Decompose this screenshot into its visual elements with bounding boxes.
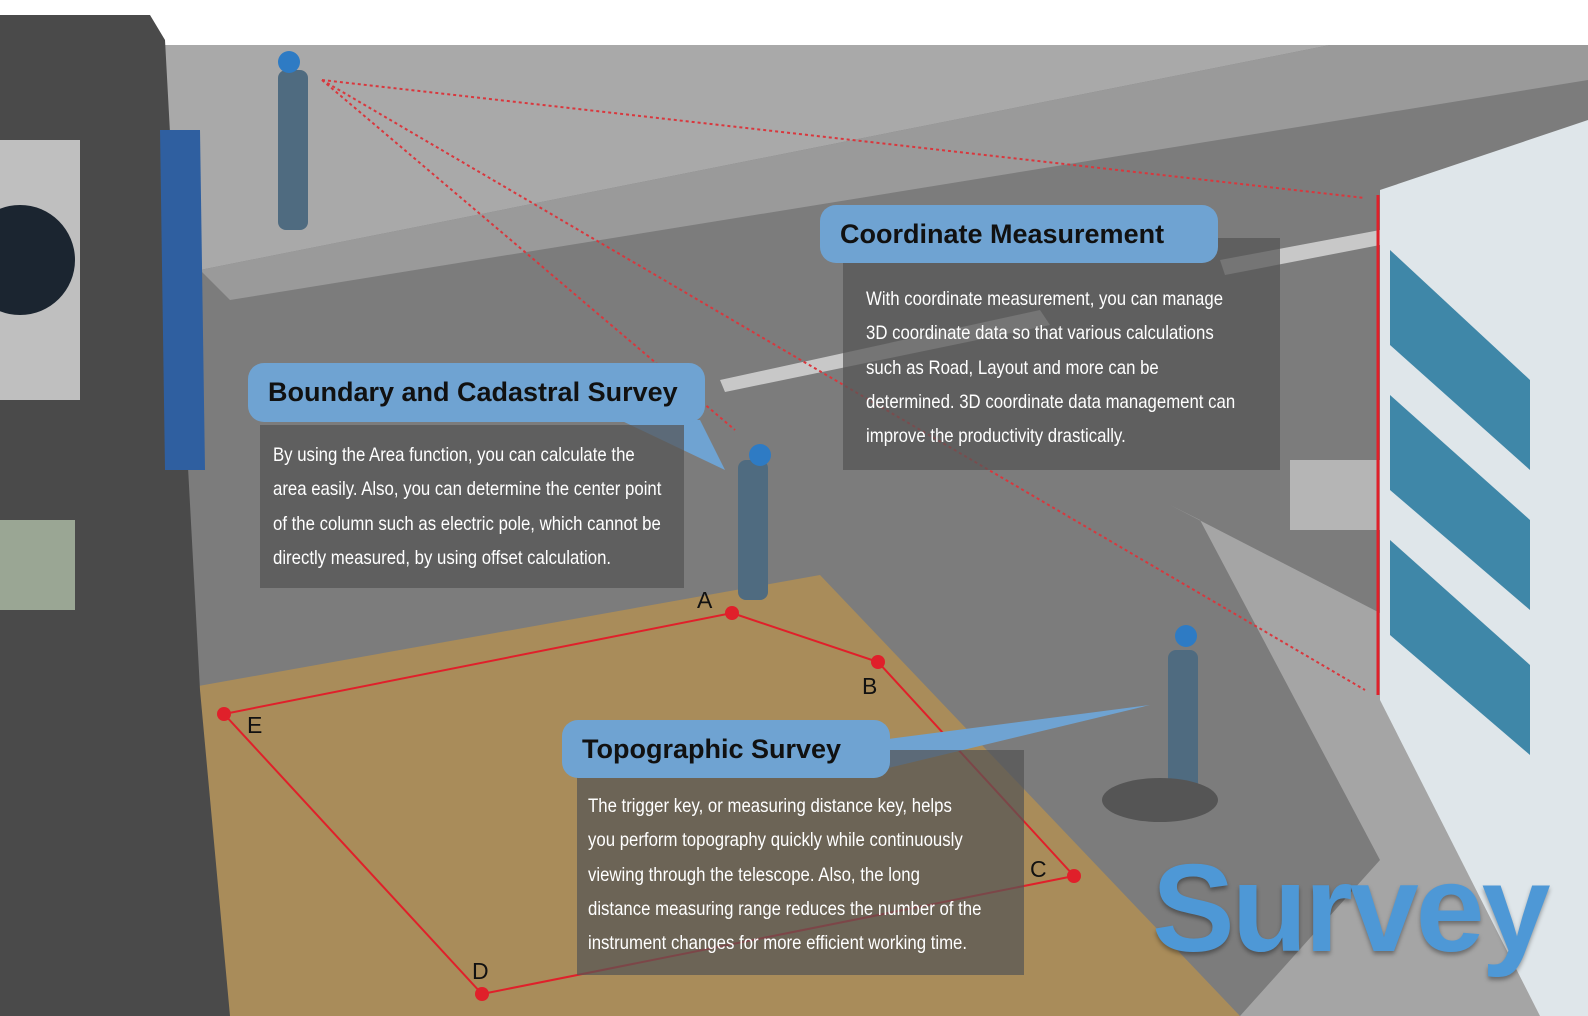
point-label: A xyxy=(697,587,712,614)
point-label: D xyxy=(472,958,489,985)
callout-heading: Coordinate Measurement xyxy=(820,205,1218,263)
text-line: distance measuring range reduces the num… xyxy=(588,892,981,926)
point-label: C xyxy=(1030,856,1047,883)
text-line: With coordinate measurement, you can man… xyxy=(866,282,1235,316)
callout-text: By using the Area function, you can calc… xyxy=(273,438,661,575)
point-label: B xyxy=(862,673,877,700)
text-line: viewing through the telescope. Also, the… xyxy=(588,858,981,892)
page: Coordinate Measurement With coordinate me… xyxy=(0,0,1588,1016)
text-line: such as Road, Layout and more can be xyxy=(866,351,1235,385)
callout-heading: Boundary and Cadastral Survey xyxy=(248,363,705,422)
page-title: Survey xyxy=(1152,838,1548,980)
text-line: The trigger key, or measuring distance k… xyxy=(588,789,981,823)
text-line: of the column such as electric pole, whi… xyxy=(273,507,661,541)
text-line: area easily. Also, you can determine the… xyxy=(273,472,661,506)
text-line: determined. 3D coordinate data managemen… xyxy=(866,385,1235,419)
text-line: you perform topography quickly while con… xyxy=(588,823,981,857)
text-line: By using the Area function, you can calc… xyxy=(273,438,661,472)
callout-heading: Topographic Survey xyxy=(562,720,890,778)
text-line: directly measured, by using offset calcu… xyxy=(273,541,661,575)
text-line: 3D coordinate data so that various calcu… xyxy=(866,316,1235,350)
callout-text: The trigger key, or measuring distance k… xyxy=(588,789,981,960)
point-label: E xyxy=(247,712,262,739)
text-line: instrument changes for more efficient wo… xyxy=(588,926,981,960)
text-line: improve the productivity drastically. xyxy=(866,419,1235,453)
callout-text: With coordinate measurement, you can man… xyxy=(866,282,1235,453)
